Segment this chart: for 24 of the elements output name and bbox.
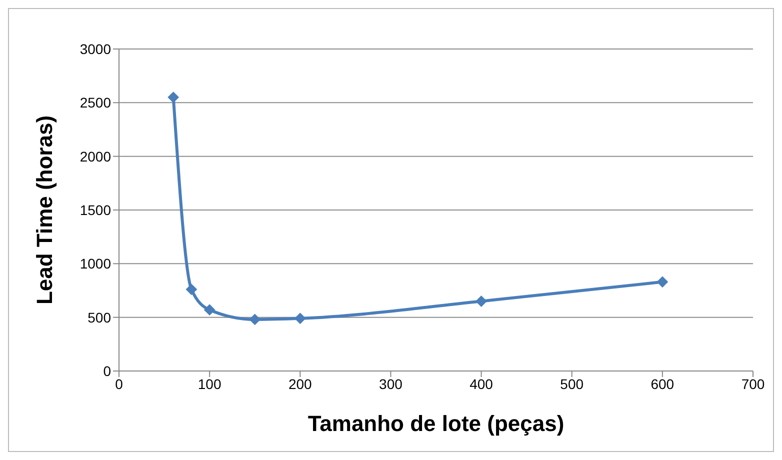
y-tick-label: 1000 xyxy=(80,256,112,272)
y-axis-title: Lead Time (horas) xyxy=(32,115,57,305)
x-tick-label: 700 xyxy=(741,376,765,392)
point xyxy=(294,312,306,324)
point xyxy=(204,304,216,316)
x-tick-label: 400 xyxy=(470,376,494,392)
x-tick-label: 600 xyxy=(650,376,674,392)
x-tick-label: 0 xyxy=(115,376,124,392)
y-tick-label: 500 xyxy=(88,309,112,326)
x-tick-label: 200 xyxy=(288,376,312,392)
point xyxy=(656,276,668,288)
x-axis-title: Tamanho de lote (peças) xyxy=(308,411,564,436)
y-tick-label: 1500 xyxy=(80,202,112,218)
point xyxy=(168,92,179,103)
y-tick-label: 0 xyxy=(103,362,112,379)
y-tick-label: 2000 xyxy=(80,148,112,164)
x-tick-label: 300 xyxy=(379,376,403,392)
point xyxy=(476,296,487,307)
point xyxy=(249,314,260,325)
x-tick-label: 100 xyxy=(198,376,222,392)
y-tick-label: 3000 xyxy=(80,40,112,57)
point xyxy=(186,284,197,295)
y-tick-label: 2500 xyxy=(80,94,112,111)
x-tick-label: 500 xyxy=(560,376,584,392)
